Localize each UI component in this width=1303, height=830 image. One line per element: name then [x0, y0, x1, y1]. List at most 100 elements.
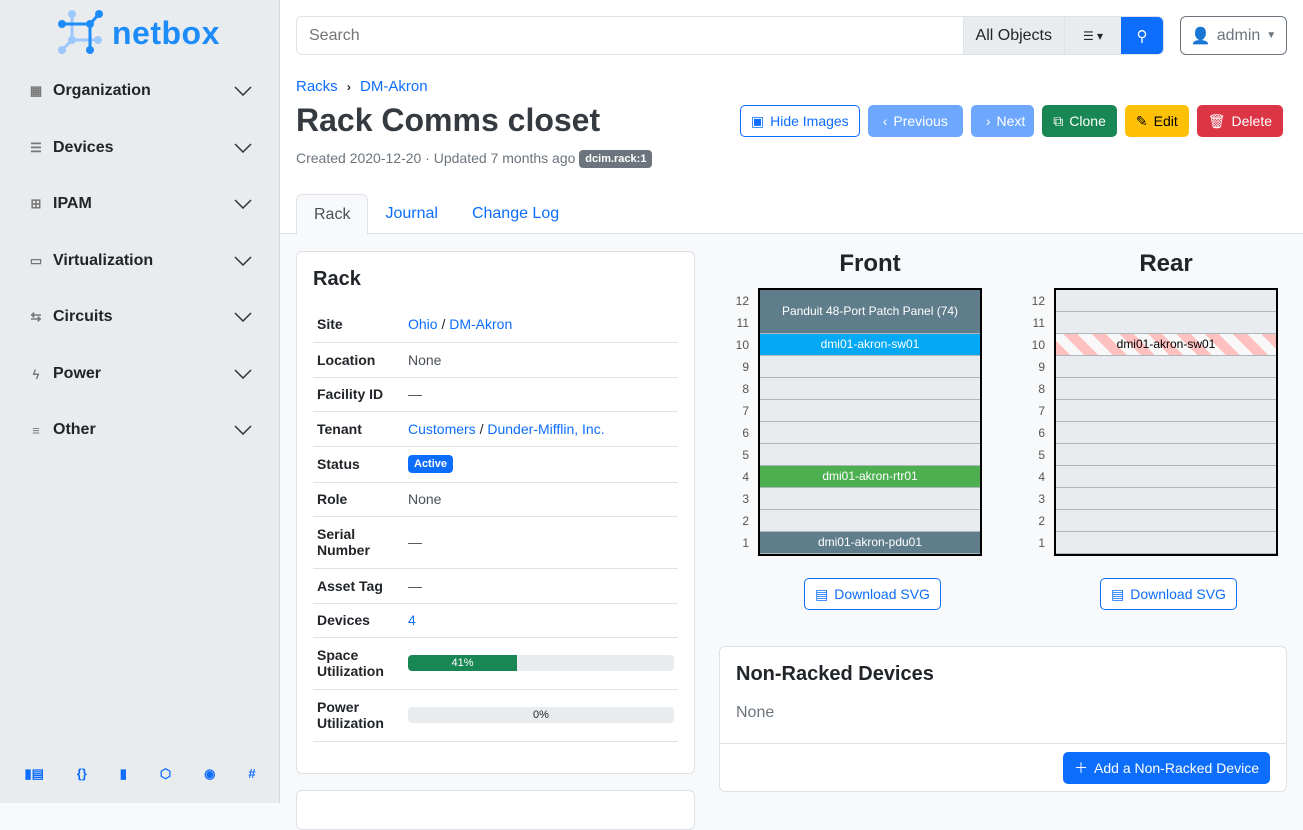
sidebar-item-virtualization[interactable]: ▭ Virtualization	[28, 252, 252, 270]
unit-number: 6	[1038, 426, 1045, 440]
empty-rack-unit[interactable]	[760, 422, 980, 444]
rack-device[interactable]: dmi01-akron-rtr01	[760, 466, 980, 488]
rack-attributes-table: Site Ohio / DM-Akron Location None Facilit…	[313, 307, 678, 742]
previous-label: Previous	[893, 113, 948, 129]
non-racked-title: Non-Racked Devices	[736, 663, 934, 685]
username: admin	[1216, 26, 1261, 44]
slack-icon[interactable]: #	[248, 766, 256, 781]
tab-journal[interactable]: Journal	[385, 205, 438, 222]
add-non-racked-device-button[interactable]: ＋ Add a Non-Racked Device	[1063, 752, 1270, 784]
sidebar-item-organization[interactable]: ▦ Organization	[28, 82, 252, 100]
graphql-icon[interactable]: ⬡	[159, 766, 172, 781]
empty-rack-unit[interactable]	[760, 400, 980, 422]
empty-rack-unit[interactable]	[760, 356, 980, 378]
delete-button[interactable]: 🗑 Delete	[1196, 105, 1283, 137]
next-card	[296, 790, 695, 830]
sidebar-item-label: Virtualization	[53, 252, 154, 269]
empty-rack-unit[interactable]	[1056, 532, 1276, 554]
rack-device[interactable]: Panduit 48-Port Patch Panel (74)	[760, 290, 980, 334]
tenant-group-link[interactable]: Customers	[408, 420, 476, 437]
download-rear-svg-button[interactable]: ▤ Download SVG	[1100, 578, 1237, 610]
unit-number: 4	[742, 470, 749, 484]
next-label: Next	[996, 113, 1026, 129]
breadcrumb-site[interactable]: DM-Akron	[360, 78, 428, 95]
clone-button[interactable]: ⧉ Clone	[1042, 105, 1117, 137]
empty-rack-unit[interactable]	[1056, 400, 1276, 422]
edit-button[interactable]: ✎ Edit	[1124, 105, 1189, 137]
caret-down-icon: ▼	[1266, 30, 1277, 41]
devices-count-link[interactable]: 4	[408, 612, 416, 628]
empty-rack-unit[interactable]	[1056, 312, 1276, 334]
rack-device[interactable]: dmi01-akron-sw01	[760, 334, 980, 356]
rear-rack-elevation: dmi01-akron-sw01	[1054, 288, 1278, 556]
sidebar-item-other[interactable]: ≡ Other	[28, 421, 252, 439]
next-button[interactable]: › Next	[970, 105, 1035, 137]
download-front-svg-button[interactable]: ▤ Download SVG	[804, 578, 941, 610]
filter-dropdown[interactable]: ☰ ▾	[1064, 17, 1121, 54]
netbox-logo[interactable]: netbox	[58, 10, 220, 56]
power-utilization-label: Power Utilization	[313, 689, 404, 742]
previous-button[interactable]: ‹ Previous	[867, 105, 963, 137]
hide-images-button[interactable]: ▣ Hide Images	[739, 105, 860, 137]
empty-rack-unit[interactable]	[1056, 488, 1276, 510]
empty-rack-unit[interactable]	[1056, 290, 1276, 312]
serial-label: Serial Number	[313, 516, 404, 569]
sidebar: netbox ▦ Organization ☰ Devices ⊞ IPAM ▭ Virtua…	[0, 0, 280, 803]
site-region-link[interactable]: Ohio	[408, 316, 438, 333]
empty-rack-unit[interactable]	[760, 510, 980, 532]
api-braces-icon[interactable]: {}	[76, 766, 87, 781]
delete-label: Delete	[1231, 113, 1272, 129]
location-label: Location	[313, 342, 404, 378]
sidebar-item-power[interactable]: ϟ Power	[28, 365, 252, 383]
sidebar-item-ipam[interactable]: ⊞ IPAM	[28, 195, 252, 213]
docs-icon[interactable]: ▮	[119, 766, 127, 781]
search-button[interactable]: ⚲	[1121, 17, 1163, 54]
book-icon[interactable]: ▮▤	[24, 766, 44, 781]
rack-device[interactable]: dmi01-akron-pdu01	[760, 532, 980, 554]
empty-rack-unit[interactable]	[760, 488, 980, 510]
chevron-down-icon	[234, 199, 252, 209]
search-icon: ⚲	[1136, 27, 1148, 45]
object-tag-badge: dcim.rack:1	[579, 150, 653, 168]
sidebar-item-circuits[interactable]: ⇆ Circuits	[28, 308, 252, 326]
front-title: Front	[839, 250, 901, 277]
unit-number: 3	[742, 492, 749, 506]
hide-images-label: Hide Images	[770, 113, 849, 129]
unit-number: 5	[742, 448, 749, 462]
empty-rack-unit[interactable]	[1056, 466, 1276, 488]
circuit-icon: ⇆	[30, 309, 42, 324]
empty-rack-unit[interactable]	[1056, 378, 1276, 400]
unit-number: 7	[742, 404, 749, 418]
empty-rack-unit[interactable]	[760, 378, 980, 400]
unit-number: 7	[1038, 404, 1045, 418]
tenant-link[interactable]: Dunder-Mifflin, Inc.	[487, 420, 605, 437]
empty-rack-unit[interactable]	[1056, 444, 1276, 466]
chevron-down-icon	[234, 86, 252, 96]
site-link[interactable]: DM-Akron	[449, 316, 513, 333]
serial-value: —	[404, 516, 678, 569]
sidebar-item-devices[interactable]: ☰ Devices	[28, 139, 252, 157]
space-utilization-label: Space Utilization	[313, 637, 404, 690]
non-racked-value: None	[736, 704, 775, 721]
unit-number: 2	[1038, 514, 1045, 528]
github-icon[interactable]: ◉	[204, 766, 216, 781]
object-scope-dropdown[interactable]: All Objects	[962, 17, 1064, 54]
search-input[interactable]	[297, 17, 963, 54]
page-header: All Objects ☰ ▾ ⚲ 👤 admin ▼ Racks › DM-Akr…	[280, 0, 1303, 235]
tab-change-log[interactable]: Change Log	[471, 205, 560, 222]
space-utilization-bar: 41%	[408, 655, 674, 671]
empty-rack-unit[interactable]	[1056, 510, 1276, 532]
empty-rack-unit[interactable]	[760, 444, 980, 466]
tab-rack[interactable]: Rack	[296, 194, 369, 235]
breadcrumb-racks[interactable]: Racks	[296, 78, 338, 95]
empty-rack-unit[interactable]	[1056, 422, 1276, 444]
devices-label: Devices	[313, 603, 404, 638]
rear-title: Rear	[1139, 250, 1193, 277]
facility-value: —	[404, 377, 678, 412]
rack-device[interactable]: dmi01-akron-sw01	[1056, 334, 1276, 356]
empty-rack-unit[interactable]	[1056, 356, 1276, 378]
user-menu[interactable]: 👤 admin ▼	[1180, 16, 1287, 55]
copy-icon: ⧉	[1053, 112, 1064, 129]
sidebar-item-label: Power	[53, 365, 102, 382]
unit-number: 10	[1031, 338, 1045, 352]
